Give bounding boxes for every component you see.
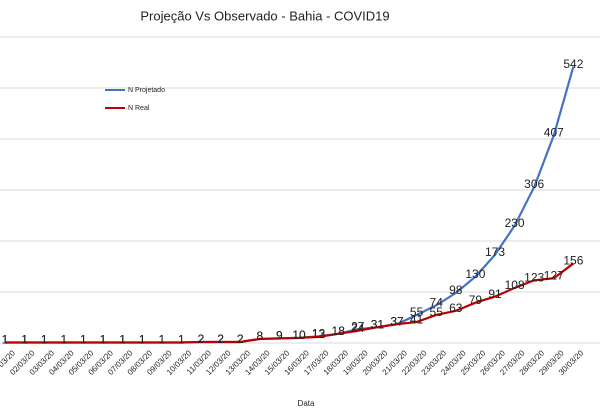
data-label: 306 [524, 177, 544, 191]
data-label: 8 [256, 329, 263, 343]
data-label: 1 [119, 333, 126, 347]
data-label: 2 [217, 332, 224, 346]
data-label: 91 [488, 287, 502, 301]
data-label: 41 [410, 312, 424, 326]
chart-title: Projeção Vs Observado - Bahia - COVID19 [140, 8, 389, 23]
data-label: 18 [332, 324, 346, 338]
data-label: 1 [178, 333, 185, 347]
data-label: 1 [21, 333, 28, 347]
data-label: 2 [217, 332, 224, 346]
data-label: 63 [449, 301, 463, 315]
data-label: 1 [60, 333, 67, 347]
data-label: 1 [139, 333, 146, 347]
data-label: 1 [178, 333, 185, 347]
data-label: 1 [2, 333, 9, 347]
legend-label: N Projetado [128, 87, 165, 94]
data-label: 1 [60, 333, 67, 347]
data-label: 55 [430, 305, 444, 319]
data-label: 1 [158, 333, 165, 347]
data-label: 407 [544, 126, 564, 140]
data-label: 8 [256, 329, 263, 343]
data-label: 55 [410, 305, 424, 319]
data-label: 1 [158, 333, 165, 347]
data-label: 1 [100, 333, 107, 347]
data-label: 230 [505, 216, 525, 230]
data-label: 79 [469, 293, 483, 307]
data-label: 1 [119, 333, 126, 347]
data-label: 1 [2, 333, 9, 347]
series-line [5, 262, 575, 344]
data-label: 173 [485, 245, 505, 259]
data-label: 1 [41, 333, 48, 347]
data-label: 9 [276, 329, 283, 343]
series-line [5, 66, 575, 344]
data-label: 156 [563, 254, 583, 268]
data-label: 2 [198, 332, 205, 346]
data-label: 10 [292, 328, 306, 342]
data-label: 9 [276, 329, 283, 343]
data-label: 1 [139, 333, 146, 347]
data-label: 98 [449, 283, 463, 297]
data-label: 2 [198, 332, 205, 346]
data-label: 2 [237, 332, 244, 346]
data-label: 37 [390, 314, 404, 328]
data-label: 130 [465, 267, 485, 281]
data-label: 542 [563, 57, 583, 71]
data-label: 24 [351, 321, 365, 335]
legend-label: N Real [128, 105, 150, 112]
data-label: 127 [544, 268, 564, 282]
data-label: 31 [371, 317, 385, 331]
data-label: 123 [524, 270, 544, 284]
data-label: 2 [237, 332, 244, 346]
data-label: 1 [41, 333, 48, 347]
data-label: 1 [80, 333, 87, 347]
data-label: 74 [430, 295, 444, 309]
data-label: 1 [80, 333, 87, 347]
x-axis-label: Data [298, 399, 315, 408]
data-label: 1 [100, 333, 107, 347]
data-label: 1 [21, 333, 28, 347]
data-label: 12 [312, 327, 326, 341]
data-label: 108 [505, 278, 525, 292]
